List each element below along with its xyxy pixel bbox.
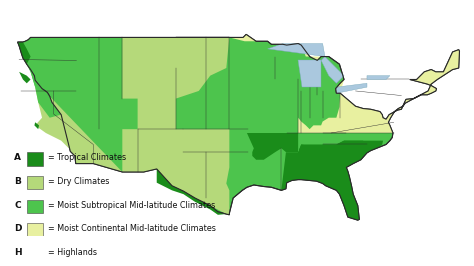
Polygon shape <box>298 60 321 87</box>
Text: = Dry Climates: = Dry Climates <box>48 177 109 186</box>
FancyBboxPatch shape <box>27 152 43 166</box>
Text: = Moist Subtropical Mid-latitude Climates: = Moist Subtropical Mid-latitude Climate… <box>48 201 216 210</box>
Polygon shape <box>19 72 31 83</box>
Polygon shape <box>35 87 76 156</box>
FancyBboxPatch shape <box>27 223 43 237</box>
Text: B: B <box>14 177 21 186</box>
FancyBboxPatch shape <box>27 176 43 189</box>
Polygon shape <box>337 83 367 93</box>
FancyBboxPatch shape <box>27 247 43 261</box>
Text: = Tropical Climates: = Tropical Climates <box>48 153 127 162</box>
Polygon shape <box>321 57 344 83</box>
Polygon shape <box>176 34 459 133</box>
Polygon shape <box>50 38 229 215</box>
Polygon shape <box>157 169 229 215</box>
Text: = Moist Continental Mid-latitude Climates: = Moist Continental Mid-latitude Climate… <box>48 225 216 234</box>
Polygon shape <box>18 42 31 64</box>
Text: = Highlands: = Highlands <box>48 248 97 257</box>
Text: C: C <box>14 201 21 210</box>
Text: A: A <box>14 153 21 162</box>
Text: D: D <box>14 225 22 234</box>
Polygon shape <box>18 34 459 220</box>
Polygon shape <box>18 42 42 89</box>
Polygon shape <box>298 141 367 180</box>
Polygon shape <box>268 44 325 57</box>
Polygon shape <box>18 38 80 118</box>
Polygon shape <box>367 76 390 80</box>
Polygon shape <box>247 133 383 220</box>
Polygon shape <box>35 122 39 129</box>
FancyBboxPatch shape <box>27 200 43 213</box>
Text: H: H <box>14 248 22 257</box>
